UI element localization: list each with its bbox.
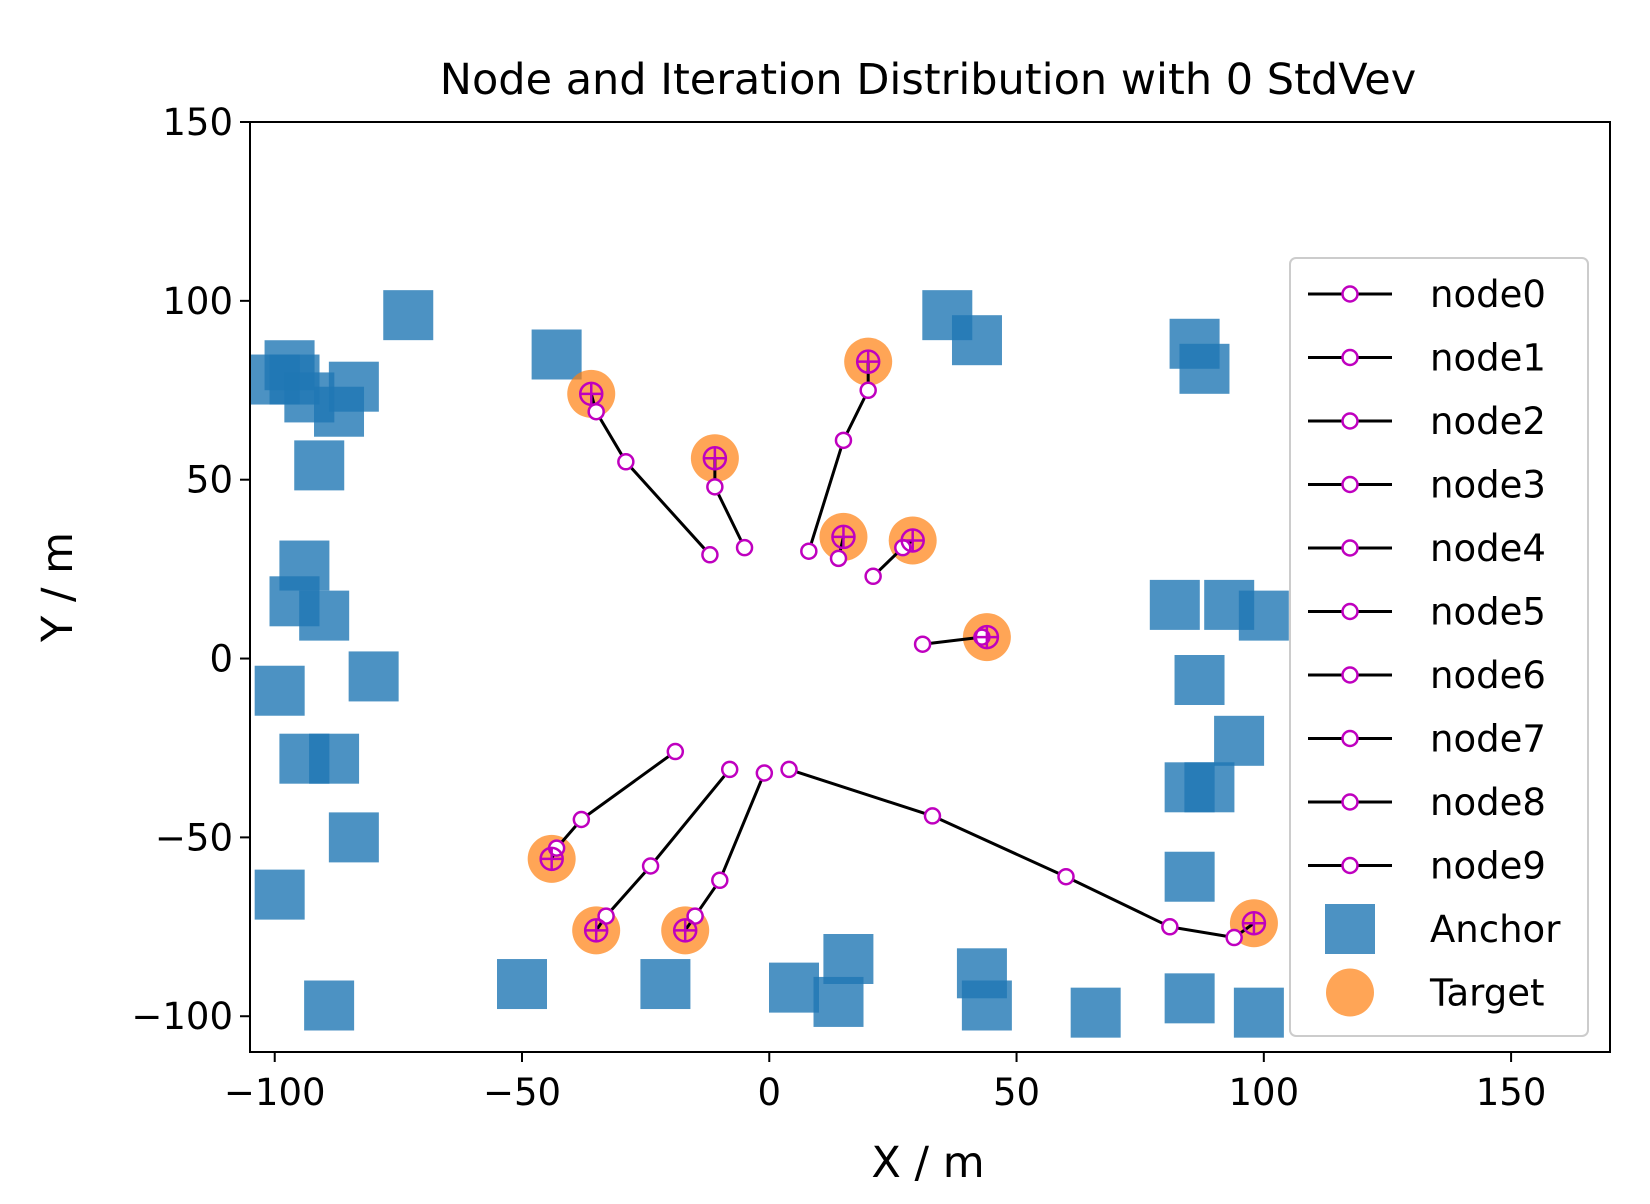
node-iteration-point [780, 760, 798, 779]
plot-frame [249, 121, 1611, 1053]
anchor-point [254, 869, 305, 920]
node-iteration-point [572, 810, 591, 829]
legend-marker-swatch [1341, 793, 1359, 811]
legend-label: Target [1429, 972, 1544, 1015]
node-iteration-point [864, 567, 882, 586]
node-iteration-point [755, 764, 774, 782]
x-tick-label: 50 [993, 1071, 1040, 1114]
legend-marker-swatch [1341, 475, 1359, 494]
node-iteration-point [706, 478, 724, 496]
node-iteration-point [800, 542, 818, 560]
anchor-point [1164, 851, 1215, 902]
legend-marker-swatch [1341, 666, 1359, 684]
x-tick-label: 150 [1476, 1071, 1547, 1114]
anchor-point [1149, 579, 1200, 630]
node-iteration-point [923, 807, 942, 825]
x-tick-label: 0 [757, 1071, 781, 1114]
anchor-point [309, 733, 360, 784]
anchor-point [813, 976, 864, 1027]
legend-marker-swatch [1341, 856, 1359, 875]
x-tick-label: −100 [224, 1071, 326, 1114]
legend-label: Anchor [1430, 908, 1561, 951]
anchor-point [823, 934, 874, 984]
anchor-point [304, 980, 355, 1031]
legend-label: node9 [1430, 845, 1546, 888]
node-iteration-point [641, 857, 660, 875]
anchor-point [348, 651, 399, 702]
node-iteration-point [617, 453, 635, 471]
anchor-point [328, 812, 379, 863]
node-path-line [589, 393, 712, 556]
chart-title: Node and Iteration Distribution with 0 S… [440, 55, 1416, 105]
x-tick-label: −50 [483, 1071, 561, 1114]
anchor-point [1238, 590, 1289, 641]
legend-label: node6 [1430, 654, 1546, 697]
axes: −100 −50 0 50 100 150 −100 −50 0 50 100 150 [131, 101, 1546, 1114]
legend-marker-swatch [1341, 729, 1359, 748]
node-iteration-point [913, 635, 932, 653]
anchor-point [951, 315, 1002, 366]
legend-label: node1 [1430, 337, 1546, 380]
anchor-point [497, 959, 547, 1010]
anchor-point [1214, 715, 1265, 766]
legend-label: node8 [1430, 781, 1546, 824]
anchor-point [1233, 987, 1284, 1038]
node-iteration-point [666, 742, 685, 761]
legend-label: node2 [1430, 400, 1546, 443]
x-axis-label: X / m [871, 1138, 984, 1188]
y-tick-label: 50 [186, 459, 233, 502]
node-iteration-point [1057, 867, 1075, 886]
anchor-point [1179, 343, 1230, 394]
node-iteration-point [720, 760, 739, 779]
legend: node0 node1 node2 node3 node4 node5 node6 node7… [1289, 257, 1589, 1037]
anchor-point [531, 329, 582, 380]
anchor-point [1184, 762, 1235, 813]
anchor-point [1164, 973, 1215, 1024]
y-tick-label: 0 [209, 638, 233, 681]
anchor-point [1174, 655, 1225, 705]
y-tick-label: 100 [162, 280, 233, 323]
node-iteration-point [701, 546, 719, 564]
node-iteration-point [1225, 928, 1243, 947]
anchor-point [640, 959, 691, 1010]
x-tick-label: 100 [1229, 1071, 1300, 1114]
plot-area [249, 290, 1289, 1038]
legend-label: node7 [1430, 718, 1546, 761]
legend-label: node3 [1430, 464, 1546, 507]
y-tick-label: 150 [162, 101, 233, 144]
anchor-point [769, 962, 819, 1013]
legend-anchor-swatch [1325, 904, 1375, 954]
node-iteration-point [1161, 918, 1179, 936]
node-iteration-point [735, 538, 754, 557]
y-tick-label: −100 [131, 995, 233, 1038]
legend-marker-swatch [1341, 348, 1359, 367]
anchor-point [254, 665, 305, 716]
node-iteration-point [834, 431, 853, 450]
anchor-point [383, 290, 434, 341]
legend-label: node4 [1430, 527, 1546, 570]
node-iteration-point [711, 871, 729, 890]
node-iteration-point [859, 381, 877, 400]
legend-label: node0 [1430, 273, 1546, 316]
legend-box [1289, 257, 1589, 1037]
y-tick-label: −50 [155, 816, 233, 859]
node-iteration-point [829, 549, 848, 568]
anchor-point [294, 440, 345, 491]
legend-target-swatch [1326, 968, 1374, 1017]
anchor-point [1070, 987, 1121, 1038]
node-path-line [807, 361, 870, 552]
legend-marker-swatch [1341, 539, 1359, 557]
legend-marker-swatch [1341, 602, 1359, 621]
legend-marker-swatch [1341, 285, 1359, 303]
anchor-point [961, 980, 1012, 1031]
y-axis-label: Y / m [33, 532, 83, 643]
anchor-point [299, 590, 350, 641]
legend-label: node5 [1430, 591, 1546, 634]
anchor-point [314, 386, 365, 437]
node-iteration-point [587, 402, 605, 421]
legend-marker-swatch [1341, 412, 1359, 430]
